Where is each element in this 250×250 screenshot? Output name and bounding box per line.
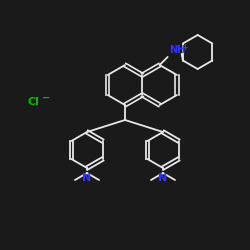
Text: N: N (82, 173, 92, 183)
Text: +: + (181, 43, 188, 52)
Text: NH: NH (169, 45, 185, 55)
Text: Cl: Cl (28, 97, 40, 107)
Text: −: − (42, 93, 50, 103)
Text: N: N (158, 173, 168, 183)
